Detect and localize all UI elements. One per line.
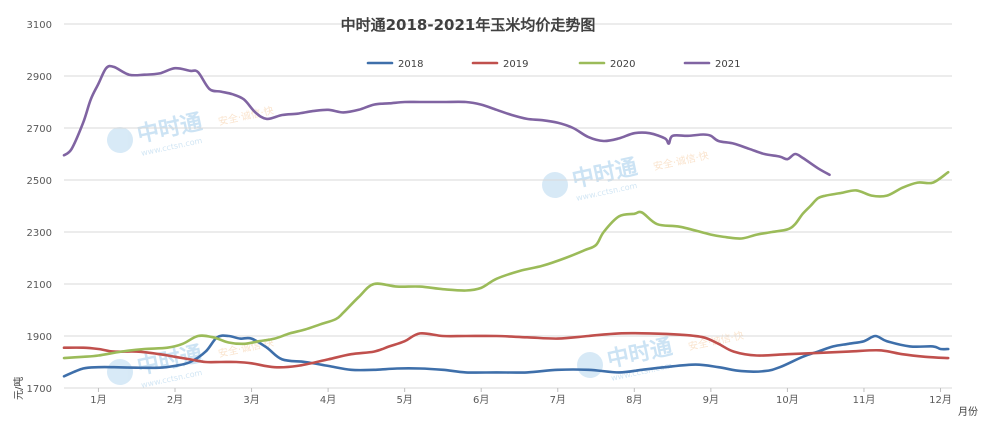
y-tick-label: 1900 [27,332,52,343]
chart-title: 中时通2018-2021年玉米均价走势图 [341,16,596,34]
watermark-logo-icon [542,172,568,198]
y-tick-label: 2500 [27,176,52,187]
x-tick-label: 10月 [776,394,799,406]
x-tick-label: 2月 [167,394,183,406]
y-tick-label: 1700 [27,384,52,395]
y-axis: 1700 1900 2100 2300 2500 2700 2900 3100 [27,20,52,395]
watermark-logo-icon [107,127,133,153]
series-line-2019 [62,331,950,369]
x-tick-label: 8月 [626,394,642,406]
watermark-logo-icon [107,359,133,385]
series-line-2020 [62,170,950,360]
gridlines [64,23,952,389]
x-axis-label: 月份 [958,406,978,418]
watermark-group: 中时通www.cctsn.com安全·诚信·快中时通www.cctsn.com安… [107,104,745,390]
x-tick-label: 9月 [703,394,719,406]
plot-area [62,64,950,378]
y-tick-label: 2300 [27,228,52,239]
watermark-slogan: 安全·诚信·快 [652,149,710,173]
x-tick-label: 11月 [853,394,876,406]
x-tick-label: 12月 [929,394,952,406]
x-tick-label: 5月 [396,394,412,406]
legend-label: 2018 [398,59,423,70]
y-axis-label: 元/吨 [12,377,25,400]
x-tick-label: 7月 [550,394,566,406]
series-line-2018 [62,334,950,378]
legend-label: 2019 [503,59,528,70]
y-tick-label: 2100 [27,280,52,291]
x-tick-label: 1月 [90,394,106,406]
y-tick-label: 2700 [27,124,52,135]
watermark-slogan: 安全·诚信·快 [687,329,745,353]
x-axis: 1月 2月 3月 4月 5月 6月 7月 8月 9月 10月 11月 12月 [90,388,952,406]
watermark-slogan: 安全·诚信·快 [217,104,275,128]
series-line-2021 [62,64,831,177]
x-tick-label: 4月 [320,394,336,406]
watermark-logo-icon [577,352,603,378]
x-tick-label: 3月 [243,394,259,406]
legend-label: 2020 [610,59,635,70]
x-tick-label: 6月 [473,394,489,406]
legend-label: 2021 [715,59,740,70]
legend: 2018 2019 2020 2021 [366,59,740,70]
y-tick-label: 2900 [27,72,52,83]
y-tick-label: 3100 [27,20,52,31]
